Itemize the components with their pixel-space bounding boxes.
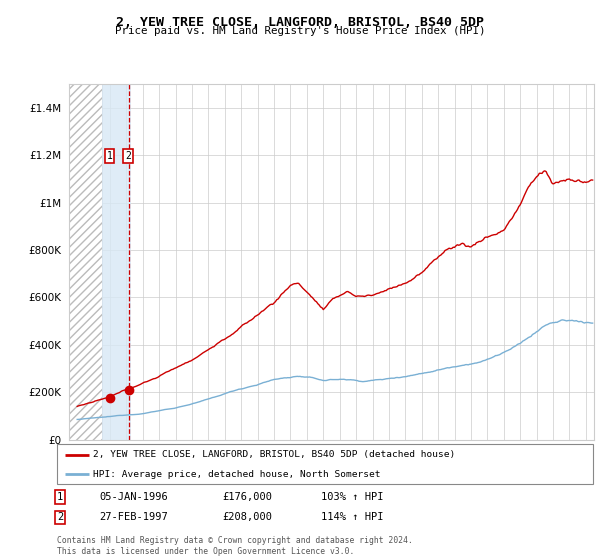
Text: £208,000: £208,000 [222,512,272,522]
Text: 2: 2 [57,512,63,522]
Text: 114% ↑ HPI: 114% ↑ HPI [321,512,383,522]
Text: 1: 1 [107,151,112,161]
Text: 05-JAN-1996: 05-JAN-1996 [99,492,168,502]
FancyBboxPatch shape [57,444,593,484]
Text: 2, YEW TREE CLOSE, LANGFORD, BRISTOL, BS40 5DP: 2, YEW TREE CLOSE, LANGFORD, BRISTOL, BS… [116,16,484,29]
Text: £176,000: £176,000 [222,492,272,502]
Bar [69,84,102,440]
Text: Contains HM Land Registry data © Crown copyright and database right 2024.
This d: Contains HM Land Registry data © Crown c… [57,536,413,556]
Text: 2, YEW TREE CLOSE, LANGFORD, BRISTOL, BS40 5DP (detached house): 2, YEW TREE CLOSE, LANGFORD, BRISTOL, BS… [94,450,455,459]
Text: 27-FEB-1997: 27-FEB-1997 [99,512,168,522]
Text: HPI: Average price, detached house, North Somerset: HPI: Average price, detached house, Nort… [94,470,381,479]
Text: 1: 1 [57,492,63,502]
Text: Price paid vs. HM Land Registry's House Price Index (HPI): Price paid vs. HM Land Registry's House … [115,26,485,36]
Bar [102,84,131,440]
Text: 103% ↑ HPI: 103% ↑ HPI [321,492,383,502]
Text: 2: 2 [125,151,131,161]
